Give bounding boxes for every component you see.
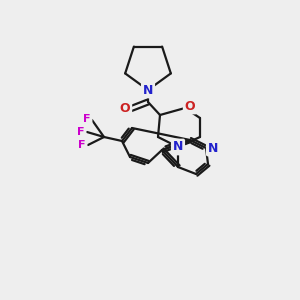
Text: O: O <box>120 103 130 116</box>
Text: N: N <box>208 142 218 154</box>
Text: F: F <box>77 127 85 137</box>
Text: N: N <box>173 140 183 154</box>
Text: O: O <box>185 100 195 112</box>
Text: N: N <box>143 83 153 97</box>
Text: F: F <box>78 140 86 150</box>
Text: F: F <box>83 114 91 124</box>
